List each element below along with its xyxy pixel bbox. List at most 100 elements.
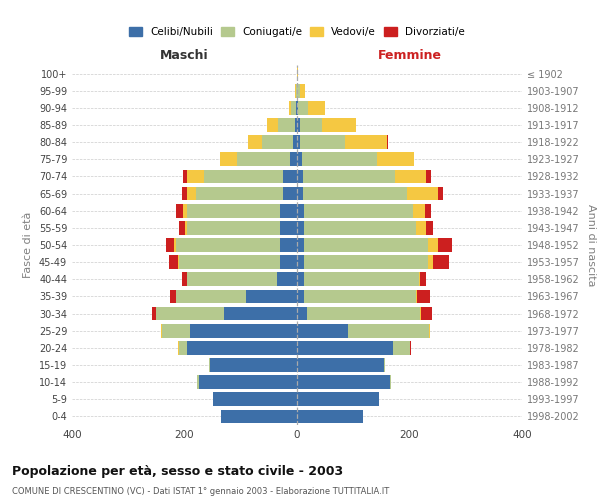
Bar (297, 290, 304, 304)
Bar (190, 324, 297, 338)
Y-axis label: Fasce di età: Fasce di età (23, 212, 33, 278)
Text: Popolazione per età, sesso e stato civile - 2003: Popolazione per età, sesso e stato civil… (12, 465, 343, 478)
Bar (437, 238, 452, 252)
Text: COMUNE DI CRESCENTINO (VC) - Dati ISTAT 1° gennaio 2003 - Elaborazione TUTTITALI: COMUNE DI CRESCENTINO (VC) - Dati ISTAT … (12, 488, 389, 496)
Bar (429, 324, 430, 338)
Bar (298, 101, 308, 114)
Bar (170, 290, 176, 304)
Bar (425, 204, 431, 218)
Bar (293, 136, 297, 149)
Bar (308, 101, 325, 114)
Bar (183, 204, 187, 218)
Bar (277, 272, 297, 286)
Bar (345, 136, 387, 149)
Bar (433, 256, 449, 269)
Bar (300, 84, 305, 98)
Bar (297, 376, 390, 389)
Bar (297, 306, 307, 320)
Bar (280, 221, 297, 234)
Bar (182, 272, 187, 286)
Bar (427, 221, 433, 234)
Bar (392, 341, 409, 354)
Bar (302, 186, 407, 200)
Bar (187, 186, 196, 200)
Bar (421, 306, 432, 320)
Bar (197, 376, 199, 389)
Bar (407, 186, 437, 200)
Bar (176, 204, 183, 218)
Bar (169, 256, 178, 269)
Bar (297, 152, 302, 166)
Bar (210, 358, 297, 372)
Bar (427, 238, 437, 252)
Bar (302, 152, 377, 166)
Bar (384, 358, 385, 372)
Bar (280, 204, 297, 218)
Bar (297, 136, 300, 149)
Bar (175, 238, 176, 252)
Bar (296, 84, 297, 98)
Bar (419, 306, 421, 320)
Bar (176, 238, 280, 252)
Bar (307, 306, 419, 320)
Bar (297, 118, 300, 132)
Bar (176, 290, 247, 304)
Y-axis label: Anni di nascita: Anni di nascita (586, 204, 596, 286)
Bar (387, 136, 388, 149)
Bar (283, 170, 297, 183)
Bar (289, 101, 292, 114)
Bar (187, 170, 204, 183)
Bar (427, 170, 431, 183)
Bar (297, 358, 384, 372)
Bar (178, 256, 179, 269)
Bar (304, 272, 419, 286)
Bar (297, 221, 304, 234)
Bar (377, 152, 414, 166)
Bar (185, 221, 187, 234)
Bar (419, 272, 420, 286)
Bar (420, 272, 426, 286)
Bar (295, 84, 296, 98)
Bar (437, 186, 443, 200)
Bar (297, 272, 304, 286)
Bar (179, 221, 185, 234)
Bar (304, 204, 413, 218)
Bar (416, 221, 427, 234)
Bar (302, 170, 395, 183)
Bar (280, 238, 297, 252)
Bar (297, 66, 298, 80)
Bar (297, 324, 347, 338)
Bar (166, 238, 175, 252)
Bar (297, 256, 304, 269)
Bar (297, 170, 302, 183)
Bar (304, 238, 427, 252)
Bar (297, 84, 300, 98)
Bar (266, 118, 278, 132)
Bar (179, 256, 280, 269)
Bar (427, 256, 433, 269)
Bar (297, 341, 392, 354)
Bar (409, 341, 410, 354)
Bar (418, 290, 430, 304)
Bar (248, 136, 262, 149)
Bar (395, 170, 427, 183)
Bar (413, 204, 425, 218)
Bar (297, 392, 379, 406)
Bar (224, 306, 297, 320)
Bar (262, 136, 293, 149)
Bar (278, 118, 295, 132)
Bar (212, 392, 297, 406)
Bar (297, 238, 304, 252)
Legend: Celibi/Nubili, Coniugati/e, Vedovi/e, Divorziati/e: Celibi/Nubili, Coniugati/e, Vedovi/e, Di… (126, 24, 468, 40)
Bar (304, 221, 416, 234)
Bar (295, 118, 297, 132)
Bar (199, 376, 297, 389)
Bar (300, 136, 345, 149)
Bar (220, 152, 237, 166)
Bar (196, 186, 283, 200)
Bar (162, 324, 190, 338)
Bar (183, 170, 187, 183)
Bar (221, 410, 297, 424)
Bar (280, 256, 297, 269)
Bar (152, 306, 157, 320)
